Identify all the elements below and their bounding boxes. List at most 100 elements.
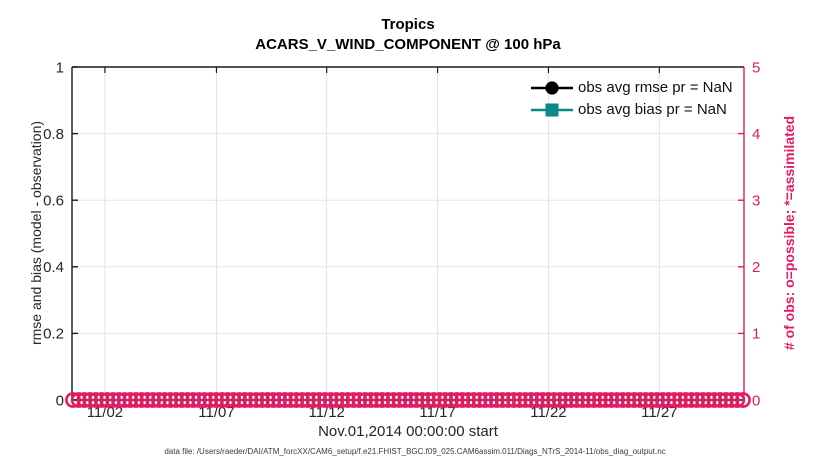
obs-count-marker: [591, 392, 608, 408]
obs-count-marker: [717, 392, 734, 408]
obs-count-marker: [219, 392, 236, 408]
obs-count-marker: [420, 392, 436, 408]
obs-count-marker: [609, 392, 625, 408]
obs-count-marker: [700, 392, 717, 408]
obs-count-marker: [723, 392, 740, 408]
obs-count-marker: [208, 392, 225, 408]
obs-count-marker: [414, 392, 431, 408]
obs-count-marker: [563, 392, 580, 408]
obs-count-marker: [99, 392, 116, 408]
obs-count-marker: [362, 392, 379, 408]
obs-count-marker: [712, 392, 728, 408]
legend-label-bias: obs avg bias pr = NaN: [578, 101, 727, 118]
right-tick-label: 5: [752, 59, 760, 76]
bias-line-square-marker-icon: [531, 103, 573, 116]
obs-count-marker: [402, 392, 419, 408]
obs-count-marker: [191, 392, 207, 408]
obs-count-marker: [110, 392, 127, 408]
obs-count-marker: [397, 392, 414, 408]
obs-count-marker: [477, 392, 494, 408]
x-tick-label: 11/17: [419, 404, 455, 421]
obs-count-marker: [437, 392, 454, 408]
obs-count-marker: [454, 392, 471, 408]
obs-count-marker: [551, 392, 568, 408]
obs-count-marker: [242, 392, 259, 408]
obs-count-marker: [626, 392, 643, 408]
right-tick-label: 2: [752, 259, 760, 276]
obs-count-marker: [145, 392, 162, 408]
obs-count-marker: [82, 392, 99, 408]
legend-item-bias: obs avg bias pr = NaN: [530, 99, 733, 120]
obs-count-marker: [460, 392, 477, 408]
obs-count-marker: [637, 392, 654, 408]
chart-subtitle: ACARS_V_WIND_COMPONENT @ 100 hPa: [255, 36, 561, 53]
left-tick-label: 0.4: [43, 259, 64, 276]
obs-count-marker: [654, 392, 671, 408]
left-tick-label: 0.8: [43, 126, 64, 143]
obs-count-marker: [311, 392, 328, 408]
obs-count-marker: [93, 392, 110, 408]
obs-count-marker: [202, 392, 219, 408]
obs-count-marker: [299, 392, 316, 408]
obs-count-marker: [471, 392, 488, 408]
obs-count-marker: [540, 392, 557, 408]
obs-count-marker: [534, 392, 551, 408]
obs-count-marker: [408, 392, 425, 408]
obs-count-marker: [511, 392, 528, 408]
obs-count-marker: [557, 392, 574, 408]
obs-count-marker: [603, 392, 620, 408]
obs-count-marker: [328, 392, 345, 408]
x-tick-label: 11/27: [641, 404, 677, 421]
obs-count-marker: [643, 392, 660, 408]
obs-count-marker: [351, 392, 368, 408]
obs-count-marker: [236, 392, 253, 408]
obs-count-marker: [523, 392, 540, 408]
legend: obs avg rmse pr = NaN obs avg bias pr = …: [530, 77, 733, 120]
obs-count-marker: [465, 392, 482, 408]
x-tick-label: 11/02: [87, 404, 123, 421]
obs-count-marker: [695, 392, 711, 408]
obs-count-marker: [133, 392, 150, 408]
obs-count-marker: [574, 392, 591, 408]
obs-count-marker: [122, 392, 139, 408]
obs-count-marker: [431, 392, 448, 408]
obs-count-marker: [317, 392, 333, 408]
chart-title: Tropics: [381, 16, 435, 33]
obs-count-marker: [597, 392, 614, 408]
obs-count-marker: [225, 392, 242, 408]
obs-count-marker: [546, 392, 562, 408]
obs-count-marker: [88, 392, 104, 408]
obs-count-marker: [672, 392, 688, 408]
x-tick-label: 11/22: [530, 404, 566, 421]
obs-count-marker: [729, 392, 746, 408]
x-tick-label: 11/07: [198, 404, 234, 421]
obs-count-marker: [385, 392, 402, 408]
right-tick-label: 1: [752, 326, 760, 343]
obs-count-marker: [483, 392, 499, 408]
obs-count-marker: [105, 392, 121, 408]
data-file-caption: data file: /Users/raeder/DAI/ATM_forcXX/…: [164, 447, 666, 456]
obs-count-marker: [168, 392, 184, 408]
obs-count-marker: [65, 392, 81, 408]
obs-count-marker: [448, 392, 465, 408]
obs-count-marker: [265, 392, 282, 408]
obs-count-marker: [580, 392, 597, 408]
obs-count-marker: [677, 392, 694, 408]
obs-count-marker: [494, 392, 511, 408]
obs-count-marker: [162, 392, 179, 408]
obs-count-marker: [294, 392, 310, 408]
obs-count-marker: [506, 392, 522, 408]
left-tick-label: 1: [56, 59, 64, 76]
obs-count-marker: [443, 392, 459, 408]
x-axis-label: Nov.01,2014 00:00:00 start: [318, 423, 498, 440]
obs-count-marker: [528, 392, 545, 408]
obs-count-marker: [649, 392, 666, 408]
obs-count-marker: [271, 392, 288, 408]
obs-count-marker: [128, 392, 144, 408]
obs-count-marker: [586, 392, 603, 408]
obs-count-marker: [76, 392, 93, 408]
obs-count-marker: [282, 392, 299, 408]
obs-count-marker: [391, 392, 408, 408]
obs-count-marker: [116, 392, 133, 408]
